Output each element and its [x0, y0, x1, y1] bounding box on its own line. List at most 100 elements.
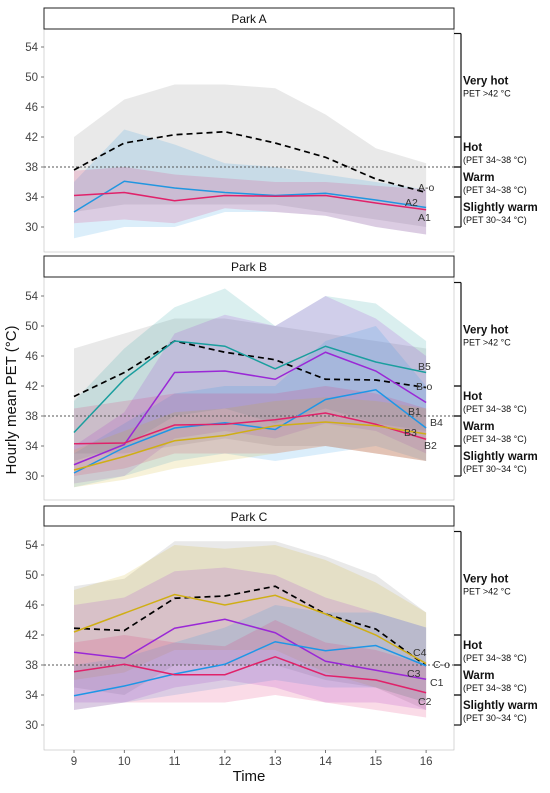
panel-title: Park B — [231, 260, 267, 274]
series-label-A1: A1 — [418, 212, 431, 224]
panel-park-1: Park B 30 34 38 42 46 50 54 B-o B5 B4 B1 B3 B2 Very ho… — [25, 255, 538, 501]
panel-strip — [43, 7, 455, 30]
y-tick-label: 50 — [25, 321, 38, 333]
series-label-C2: C2 — [418, 696, 432, 708]
series-line-B-o — [73, 340, 427, 398]
panel-frame — [43, 276, 455, 501]
category-title: Warm — [463, 670, 495, 682]
category-sub: (PET 30~34 °C) — [463, 464, 527, 474]
series-line-C2 — [73, 655, 427, 694]
category-title: Very hot — [463, 324, 509, 336]
category-warm: Warm(PET 34~38 °C) — [454, 415, 527, 447]
category-hot: Hot(PET 34~38 °C) — [454, 634, 527, 666]
category-slightly_warm: Slightly warm(PET 30~34 °C) — [454, 196, 538, 228]
band-B4 — [74, 296, 427, 484]
y-tick-label: 42 — [25, 132, 38, 144]
y-tick-label: 30 — [25, 471, 38, 483]
category-warm: Warm(PET 34~38 °C) — [454, 664, 527, 696]
category-slightly_warm: Slightly warm(PET 30~34 °C) — [454, 694, 538, 726]
category-sub: (PET 34~38 °C) — [463, 185, 527, 195]
category-sub: PET >42 °C — [463, 586, 511, 596]
category-sub: PET >42 °C — [463, 337, 511, 347]
y-tick-label: 34 — [25, 690, 38, 702]
series-label-C3: C3 — [407, 668, 421, 680]
series-label-A2: A2 — [405, 197, 418, 209]
category-title: Hot — [463, 640, 482, 652]
y-axis-title: Hourly mean PET (°C) — [3, 325, 20, 474]
category-title: Hot — [463, 391, 482, 403]
series-label-B4: B4 — [430, 417, 443, 429]
band-B1 — [74, 326, 427, 488]
series-line-B3 — [73, 412, 427, 445]
band-B2 — [74, 397, 427, 488]
x-tick-label: 15 — [369, 756, 382, 768]
y-tick-label: 34 — [25, 441, 38, 453]
category-hot: Hot(PET 34~38 °C) — [454, 136, 527, 168]
band-C2 — [74, 620, 427, 718]
panel-frame — [43, 28, 455, 253]
category-sub: (PET 34~38 °C) — [463, 434, 527, 444]
y-tick-label: 38 — [25, 660, 38, 672]
panel-park-2: Park C 30 34 38 42 46 50 54 C-o C4 C3 C1 C2 Very hotP… — [25, 505, 538, 751]
band-A2 — [74, 129, 427, 239]
category-sub: (PET 34~38 °C) — [463, 155, 527, 165]
category-title: Very hot — [463, 75, 509, 87]
category-sub: (PET 30~34 °C) — [463, 215, 527, 225]
band-B-o — [74, 318, 427, 461]
category-sub: PET >42 °C — [463, 88, 511, 98]
y-tick-label: 42 — [25, 381, 38, 393]
y-tick-label: 54 — [25, 42, 38, 54]
series-line-A2 — [73, 180, 427, 213]
category-title: Slightly warm — [463, 700, 538, 712]
category-sub: (PET 30~34 °C) — [463, 713, 527, 723]
y-tick-label: 30 — [25, 720, 38, 732]
category-hot: Hot(PET 34~38 °C) — [454, 385, 527, 417]
x-tick-label: 9 — [71, 756, 77, 768]
series-label-B1: B1 — [408, 406, 421, 418]
y-tick-label: 54 — [25, 291, 38, 303]
category-slightly_warm: Slightly warm(PET 30~34 °C) — [454, 445, 538, 477]
x-tick-label: 13 — [269, 756, 282, 768]
y-tick-label: 38 — [25, 162, 38, 174]
y-tick-label: 46 — [25, 102, 38, 114]
x-tick-label: 11 — [169, 756, 181, 768]
y-tick-label: 42 — [25, 630, 38, 642]
panel-title: Park C — [231, 510, 268, 524]
category-title: Slightly warm — [463, 451, 538, 463]
x-tick-label: 12 — [219, 756, 232, 768]
panel-strip — [43, 505, 455, 527]
series-line-B2 — [73, 421, 427, 471]
series-line-C1 — [73, 640, 427, 697]
panel-frame — [43, 525, 455, 751]
series-label-B3: B3 — [404, 427, 417, 439]
y-tick-label: 50 — [25, 570, 38, 582]
series-label-C-o: C-o — [433, 659, 450, 671]
series-label-C1: C1 — [430, 677, 444, 689]
x-tick-label: 14 — [319, 756, 332, 768]
panel-strip — [43, 255, 455, 278]
series-line-C3 — [73, 618, 427, 680]
panel-title: Park A — [231, 12, 266, 26]
series-line-C4 — [73, 593, 427, 665]
series-line-B4 — [73, 351, 427, 466]
x-tick-label: 10 — [118, 756, 131, 768]
y-tick-label: 38 — [25, 411, 38, 423]
category-title: Warm — [463, 172, 495, 184]
category-title: Very hot — [463, 573, 509, 585]
series-label-B-o: B-o — [416, 381, 433, 393]
series-label-B5: B5 — [418, 361, 431, 373]
band-C1 — [74, 605, 427, 710]
category-sub: (PET 34~38 °C) — [463, 404, 527, 414]
y-tick-label: 34 — [25, 192, 38, 204]
y-tick-label: 54 — [25, 540, 38, 552]
category-warm: Warm(PET 34~38 °C) — [454, 166, 527, 198]
category-sub: (PET 34~38 °C) — [463, 683, 527, 693]
x-axis-title: Time — [233, 768, 266, 785]
y-tick-label: 46 — [25, 351, 38, 363]
series-line-A1 — [73, 191, 427, 211]
